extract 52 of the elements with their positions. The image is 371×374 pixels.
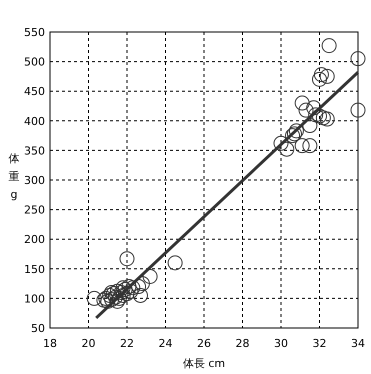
y-tick-label: 100 — [24, 292, 45, 306]
point — [294, 96, 310, 111]
y-tick-label: 50 — [31, 322, 45, 335]
point — [312, 108, 327, 124]
y-tick-label: 250 — [24, 204, 45, 217]
point — [298, 102, 314, 118]
y-axis-title: 体重 g — [8, 152, 20, 201]
x-tick-label: 34 — [351, 337, 365, 350]
y-tick-label: 200 — [24, 233, 45, 246]
point — [350, 102, 366, 118]
x-tick-label: 24 — [158, 337, 172, 350]
point — [312, 72, 327, 87]
x-tick-label: 28 — [236, 337, 250, 350]
point — [314, 67, 329, 82]
x-tick-label: 18 — [43, 337, 57, 350]
point — [104, 292, 120, 308]
x-tick-label: 26 — [197, 337, 211, 350]
point — [294, 138, 310, 154]
point — [308, 107, 324, 122]
point — [131, 279, 146, 294]
y-tick-label: 300 — [24, 174, 45, 187]
point — [168, 255, 183, 270]
point — [134, 276, 150, 292]
x-axis-title: 体長 cm — [182, 357, 226, 370]
point — [316, 110, 331, 126]
point — [120, 251, 134, 266]
point — [306, 100, 322, 116]
point — [121, 279, 136, 294]
x-tick-label: 30 — [274, 337, 288, 350]
y-tick-label: 500 — [24, 56, 45, 69]
point — [110, 294, 125, 309]
y-tick-label: 400 — [24, 114, 45, 128]
point — [302, 118, 318, 134]
x-tick-label: 22 — [120, 337, 134, 350]
y-tick-label: 450 — [24, 85, 45, 98]
y-tick-label: 550 — [24, 26, 45, 39]
point — [279, 142, 294, 157]
y-tick-label: 150 — [24, 262, 45, 276]
x-tick-label: 20 — [82, 337, 96, 350]
x-tick-label: 32 — [312, 337, 326, 350]
point — [350, 51, 366, 66]
point — [142, 268, 158, 284]
y-tick-label: 350 — [24, 144, 45, 158]
point — [302, 138, 318, 154]
point — [132, 288, 148, 303]
point — [320, 68, 335, 84]
point — [125, 280, 140, 296]
point — [288, 123, 304, 138]
point — [86, 290, 102, 306]
point — [274, 136, 288, 151]
point — [320, 112, 335, 127]
point — [322, 38, 337, 54]
